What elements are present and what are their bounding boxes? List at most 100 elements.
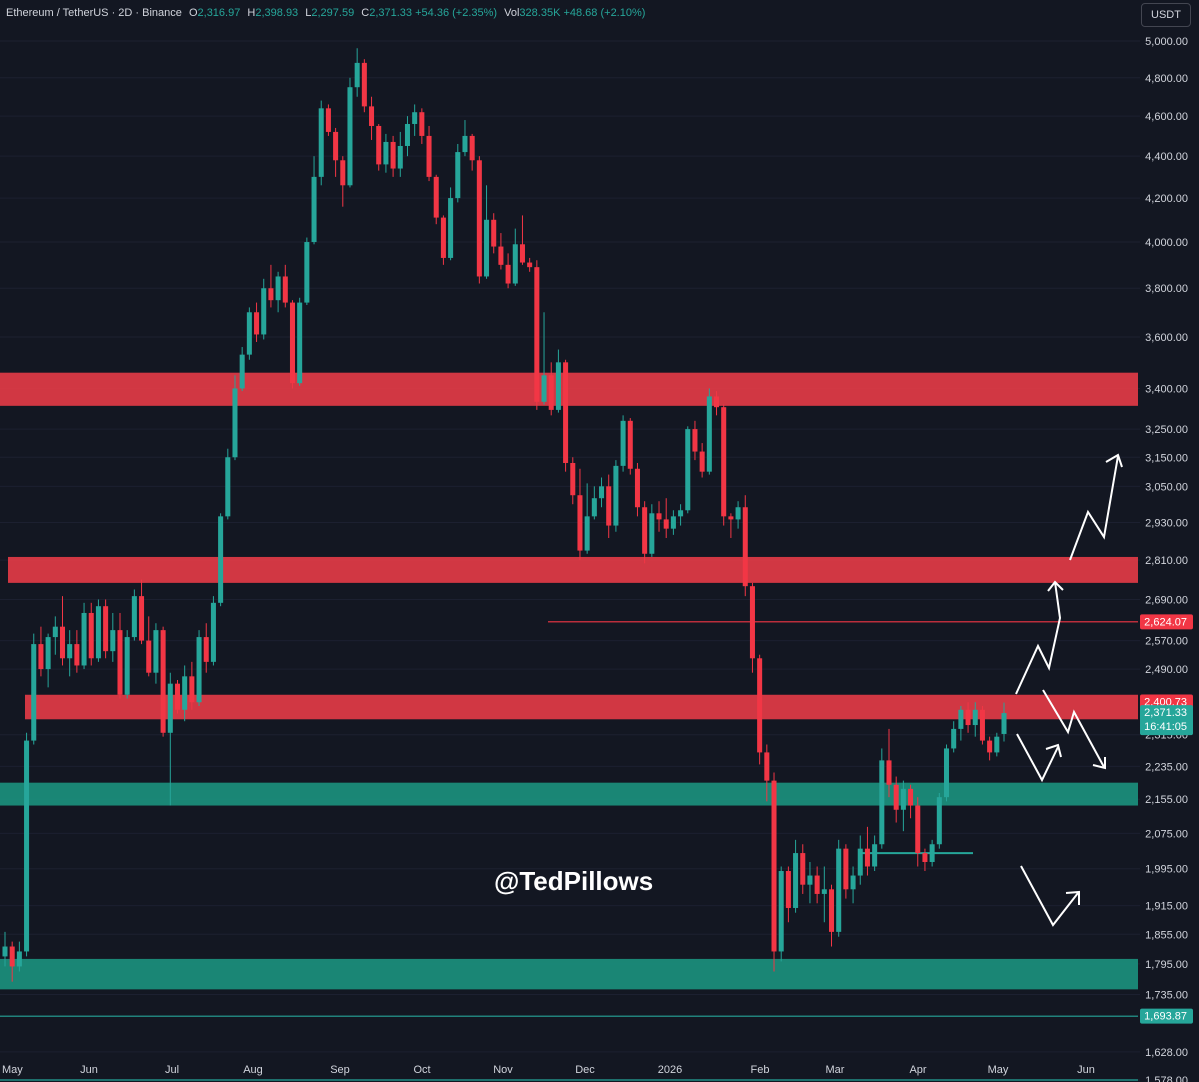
forecast-arrow-head bbox=[1047, 580, 1064, 592]
candle-body bbox=[771, 780, 777, 952]
candle-body bbox=[340, 160, 346, 186]
candle-body bbox=[584, 516, 590, 551]
time-axis[interactable]: May Jun Jul Aug Sep Oct Nov Dec 2026 Feb Mar Apr May… bbox=[2, 1064, 1095, 1076]
candle-body bbox=[347, 87, 353, 186]
candle-body bbox=[678, 510, 684, 517]
candle-body bbox=[987, 740, 993, 753]
y-tick-label: 2,930.00 bbox=[1145, 517, 1188, 529]
x-tick-label: Jul bbox=[165, 1064, 179, 1076]
author-watermark: @TedPillows bbox=[494, 866, 654, 896]
candle-body bbox=[153, 630, 159, 673]
candle-body bbox=[699, 451, 705, 472]
candle-body bbox=[749, 586, 755, 659]
candle-body bbox=[38, 644, 44, 670]
price-axis[interactable]: 5,000.00 4,800.00 4,600.00 4,400.00 4,200.00… bbox=[1145, 36, 1188, 1082]
forecast-arrow bbox=[1016, 733, 1059, 783]
candle-body bbox=[426, 135, 432, 177]
currency-button[interactable]: USDT bbox=[1141, 3, 1191, 27]
candle-body bbox=[965, 709, 971, 726]
candle-body bbox=[936, 797, 942, 845]
forecast-arrow-head bbox=[1092, 757, 1106, 770]
candle-body bbox=[361, 62, 367, 107]
candle-body bbox=[433, 176, 439, 218]
candle-body bbox=[469, 135, 475, 161]
forecast-arrows bbox=[1015, 453, 1123, 927]
candle-body bbox=[886, 760, 892, 785]
x-tick-label: Jun bbox=[1077, 1064, 1095, 1076]
candle-body bbox=[1001, 713, 1007, 734]
y-tick-label: 2,810.00 bbox=[1145, 555, 1188, 567]
candle-body bbox=[879, 760, 885, 845]
volume-change: +48.68 (+2.10%) bbox=[563, 7, 646, 19]
y-tick-label: 4,400.00 bbox=[1145, 151, 1188, 163]
candle-body bbox=[548, 375, 554, 410]
candle-body bbox=[146, 640, 152, 673]
candle-body bbox=[512, 244, 518, 284]
x-tick-label: Jun bbox=[80, 1064, 98, 1076]
candle-body bbox=[167, 683, 173, 733]
y-tick-label: 2,155.00 bbox=[1145, 794, 1188, 806]
candle-body bbox=[735, 507, 741, 520]
candle-body bbox=[656, 513, 662, 520]
candle-body bbox=[476, 160, 482, 277]
candle-body bbox=[649, 513, 655, 554]
y-tick-label: 3,250.00 bbox=[1145, 424, 1188, 436]
x-tick-label: Nov bbox=[493, 1064, 513, 1076]
candle-body bbox=[397, 145, 403, 169]
candle-body bbox=[246, 312, 252, 355]
candle-body bbox=[218, 516, 224, 603]
y-tick-label: 1,795.00 bbox=[1145, 959, 1188, 971]
candle-body bbox=[455, 152, 461, 199]
candle-body bbox=[519, 244, 525, 263]
price-label-value: 2,371.33 bbox=[1144, 707, 1187, 719]
candle-body bbox=[555, 362, 561, 410]
candle-body bbox=[800, 853, 806, 885]
candle-body bbox=[922, 853, 928, 863]
candle-body bbox=[196, 637, 202, 703]
candle-body bbox=[527, 262, 533, 268]
candle-body bbox=[117, 630, 123, 695]
candle-body bbox=[9, 946, 15, 967]
symbol-title[interactable]: Ethereum / TetherUS · 2D · Binance bbox=[6, 7, 182, 19]
candle-body bbox=[31, 644, 37, 741]
candle-body bbox=[333, 131, 339, 161]
y-tick-label: 2,235.00 bbox=[1145, 761, 1188, 773]
candle-body bbox=[534, 267, 540, 402]
support-zone bbox=[0, 782, 1138, 806]
candle-body bbox=[275, 276, 281, 301]
candle-body bbox=[929, 844, 935, 863]
candle-body bbox=[958, 709, 964, 729]
candle-body bbox=[807, 875, 813, 885]
y-tick-label: 3,600.00 bbox=[1145, 332, 1188, 344]
y-tick-label: 2,690.00 bbox=[1145, 594, 1188, 606]
candle-body bbox=[376, 125, 382, 165]
x-tick-label: Sep bbox=[330, 1064, 350, 1076]
candle-body bbox=[563, 362, 569, 463]
x-tick-label: 2026 bbox=[658, 1064, 682, 1076]
candle-body bbox=[570, 462, 576, 496]
candle-body bbox=[174, 683, 181, 710]
y-tick-label: 1,578.00 bbox=[1145, 1075, 1188, 1082]
y-tick-label: 1,915.00 bbox=[1145, 901, 1188, 913]
candle-body bbox=[440, 217, 446, 258]
candle-body bbox=[972, 709, 978, 726]
candle-body bbox=[448, 198, 454, 258]
candle-body bbox=[764, 752, 770, 781]
candle-body bbox=[311, 176, 317, 243]
candle-body bbox=[462, 135, 468, 153]
close-value: 2,371.33 bbox=[369, 7, 413, 19]
candle-body bbox=[484, 219, 490, 277]
candle-body bbox=[670, 516, 676, 529]
candle-body bbox=[742, 507, 748, 587]
forecast-arrow-head bbox=[1105, 453, 1123, 468]
candle-body bbox=[613, 465, 619, 526]
y-tick-label: 4,000.00 bbox=[1145, 237, 1188, 249]
candle-body bbox=[110, 630, 116, 652]
candle-body bbox=[757, 658, 763, 753]
x-tick-label: May bbox=[988, 1064, 1009, 1076]
open-label: O bbox=[188, 7, 198, 19]
candle-body bbox=[943, 748, 950, 798]
y-tick-label: 2,570.00 bbox=[1145, 636, 1188, 648]
candle-body bbox=[850, 875, 856, 890]
